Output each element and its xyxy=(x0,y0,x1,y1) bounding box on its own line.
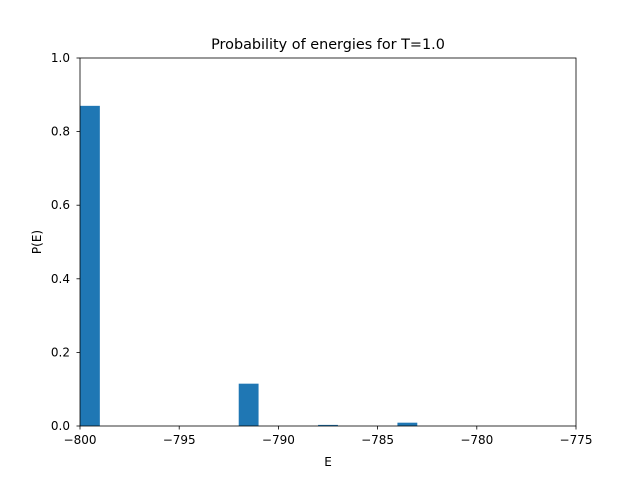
x-tick-label: −795 xyxy=(163,433,196,447)
bar-2 xyxy=(238,383,259,426)
y-tick-label: 0.8 xyxy=(51,125,70,139)
x-tick-label: −790 xyxy=(262,433,295,447)
y-tick-label: 0.2 xyxy=(51,345,70,359)
x-tick-label: −800 xyxy=(64,433,97,447)
x-tick-label: −780 xyxy=(460,433,493,447)
y-axis-label: P(E) xyxy=(30,230,44,254)
y-tick-label: 0.4 xyxy=(51,272,70,286)
ticks-layer: −800 −795 −790 −785 −780 −775 0.0 0.2 0.4 0.6 0.8 1… xyxy=(51,51,593,447)
bar-1 xyxy=(80,105,100,426)
bar-4 xyxy=(397,422,418,426)
bar-3 xyxy=(318,424,338,426)
y-tick-label: 0.6 xyxy=(51,198,70,212)
x-tick-label: −775 xyxy=(560,433,593,447)
chart-title: Probability of energies for T=1.0 xyxy=(211,37,445,53)
x-axis-label: E xyxy=(324,455,332,469)
plot-frame xyxy=(79,57,577,427)
bars-layer xyxy=(80,105,418,426)
y-tick-label: 0.0 xyxy=(51,419,70,433)
y-tick-label: 1.0 xyxy=(51,51,70,65)
x-tick-label: −785 xyxy=(361,433,394,447)
